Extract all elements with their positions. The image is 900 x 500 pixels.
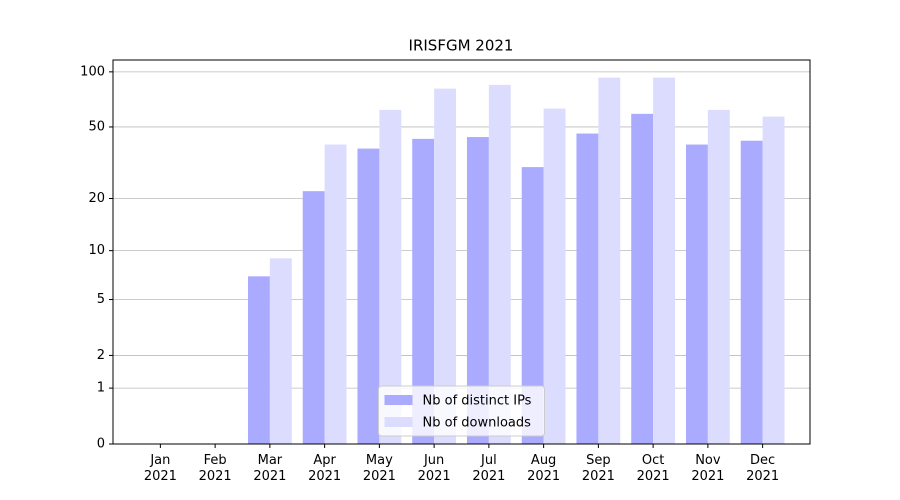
- y-tick-label: 0: [97, 437, 105, 452]
- bar: [434, 88, 457, 445]
- bar: [379, 109, 402, 444]
- bar: [466, 137, 489, 444]
- bar: [269, 258, 292, 444]
- legend-swatch: [384, 395, 413, 405]
- y-tick-label: 2: [97, 348, 105, 363]
- bar: [685, 144, 708, 444]
- legend-label: Nb of downloads: [423, 416, 532, 431]
- legend-label: Nb of distinct IPs: [423, 394, 532, 409]
- chart-title: IRISFGM 2021: [409, 37, 514, 55]
- y-tick-label: 20: [88, 191, 105, 206]
- x-tick-label: Jul 2021: [472, 453, 506, 484]
- x-tick-label: Sep 2021: [581, 453, 615, 484]
- bar: [324, 144, 347, 444]
- y-tick-label: 100: [80, 64, 105, 79]
- bar: [488, 84, 511, 444]
- bar: [357, 148, 380, 444]
- y-tick-label: 10: [88, 243, 105, 258]
- bar: [762, 116, 785, 444]
- bar: [653, 77, 676, 444]
- y-tick-label: 50: [88, 119, 105, 134]
- x-tick-label: Dec 2021: [746, 453, 780, 484]
- x-tick-label: Oct 2021: [636, 453, 670, 484]
- bar: [302, 191, 325, 444]
- x-tick-label: Aug 2021: [527, 453, 561, 484]
- plot-frame: [112, 59, 811, 445]
- bar: [247, 276, 270, 444]
- x-tick-label: Apr 2021: [308, 453, 342, 484]
- x-tick-label: May 2021: [362, 453, 396, 484]
- x-tick-label: Feb 2021: [198, 453, 232, 484]
- bar: [543, 108, 566, 445]
- legend-box: [378, 385, 545, 437]
- x-tick-label: Mar 2021: [253, 453, 287, 484]
- bar: [707, 109, 730, 444]
- bar: [576, 133, 599, 445]
- x-tick-label: Jan 2021: [143, 453, 177, 484]
- y-tick-label: 5: [97, 292, 105, 307]
- bar: [740, 140, 763, 444]
- bar: [598, 77, 621, 444]
- legend-swatch: [384, 417, 413, 427]
- bar: [521, 167, 544, 444]
- x-tick-label: Nov 2021: [691, 453, 725, 484]
- bar: [412, 138, 435, 444]
- y-tick-label: 1: [97, 381, 105, 396]
- x-tick-label: Jun 2021: [417, 453, 451, 484]
- bar: [631, 113, 654, 445]
